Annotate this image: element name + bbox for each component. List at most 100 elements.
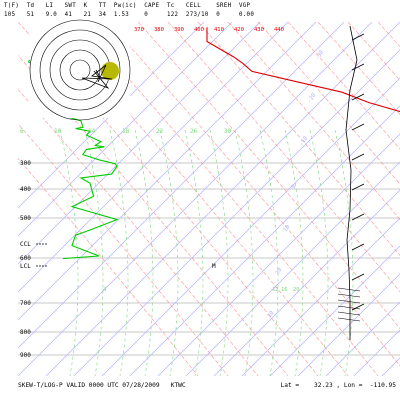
storm-motion-marker <box>101 62 119 80</box>
isotherm-line <box>18 22 345 349</box>
dry-adiabat-line <box>377 22 400 48</box>
dry-adiabat-line <box>287 22 400 150</box>
mixing-ratio-label: 4 <box>103 287 107 293</box>
isotherm-mid-label: 22 <box>156 128 164 135</box>
moist-adiabat-line <box>134 129 154 376</box>
isotherm-line <box>18 22 317 321</box>
isobar-label: 600 <box>20 255 31 262</box>
isotherm-mid-label: 10 <box>54 128 62 135</box>
mixing-ratio-label: 12 <box>272 287 279 293</box>
moist-adiabat-line <box>259 129 279 376</box>
moist-adiabat-line <box>234 129 254 376</box>
parcel-marker: M <box>212 263 216 270</box>
footer-latlon: Lat = 32.23 , Lon = -110.95 <box>280 382 396 389</box>
wind-barb <box>351 303 365 311</box>
isobar-label: 800 <box>20 329 31 336</box>
isotherm-top-label: 420 <box>234 27 244 33</box>
isotherm-line <box>325 301 400 376</box>
moist-adiabat-line <box>284 129 304 376</box>
isotherm-top-label: 430 <box>254 27 264 33</box>
isotherm-top-label: 400 <box>194 27 204 33</box>
isotherm-line <box>213 189 400 376</box>
wind-barb <box>351 63 365 71</box>
isotherm-right-label: -20 <box>307 93 318 105</box>
isotherm-line <box>269 245 400 376</box>
dry-adiabat-line <box>197 22 400 256</box>
isotherm-right-label: -30 <box>315 50 326 62</box>
dry-adiabat-line <box>317 22 400 116</box>
dry-adiabat-line <box>137 22 400 330</box>
isotherm-line <box>129 105 400 376</box>
hodograph-ring <box>29 19 131 121</box>
wind-barb <box>337 311 361 316</box>
wind-barb <box>351 273 365 281</box>
isotherm-line <box>101 77 400 376</box>
wind-barb <box>337 305 361 310</box>
isotherm-right-label: 10 <box>283 224 292 233</box>
mixing-ratio-label: 16 <box>281 287 288 293</box>
temperature-trace <box>206 27 400 113</box>
isotherm-right-label: -10 <box>299 136 310 148</box>
mixing-ratio-label: 20 <box>293 287 300 293</box>
isotherm-line <box>353 329 400 376</box>
dry-adiabat-line <box>107 22 400 367</box>
isotherm-right-label: 0 <box>291 184 298 190</box>
moist-adiabat-line <box>59 129 79 376</box>
isotherm-right-label: 20 <box>275 267 284 276</box>
isobar-label: 400 <box>20 186 31 193</box>
isotherm-top-label: 390 <box>174 27 184 33</box>
header-labels: T(F) Td LI SWT K TT Pw(ic) CAPE Tc CELL … <box>4 3 258 9</box>
isobar-label: 300 <box>20 160 31 167</box>
isotherm-right-label: 30 <box>267 310 276 319</box>
moist-adiabat-line <box>209 129 229 376</box>
isotherm-mid-label: 14 <box>88 128 96 135</box>
wind-barb <box>351 93 365 101</box>
moist-adiabat-line <box>184 129 204 376</box>
isotherm-line <box>157 133 400 376</box>
isotherm-line <box>185 161 400 376</box>
isotherm-mid-label: 18 <box>122 128 130 135</box>
wind-barb <box>351 123 365 131</box>
lcl-label: LCL <box>20 263 31 270</box>
isotherm-top-label: 410 <box>214 27 224 33</box>
isotherm-line <box>18 22 205 209</box>
footer-title: SKEW-T/LOG-P VALID 0000 UTC 07/28/2009 K… <box>18 382 186 389</box>
wind-barb <box>351 183 365 191</box>
moist-adiabat-line <box>109 129 129 376</box>
isotherm-top-label: 440 <box>274 27 284 33</box>
isotherm-top-label: 370 <box>134 27 144 33</box>
isobar-label: 900 <box>20 352 31 359</box>
header-values: 105 51 9.0 41 21 34 1.53 0 122 273/10 0 … <box>4 12 258 18</box>
wind-barb <box>351 243 365 251</box>
isotherm-mid-label: 30 <box>224 128 232 135</box>
moist-adiabat-line <box>309 129 329 376</box>
dry-adiabat-line <box>18 158 199 376</box>
ccl-label: CCL <box>20 241 31 248</box>
isotherm-line <box>45 22 400 376</box>
wind-profile-staff <box>345 25 358 340</box>
isotherm-line <box>18 22 289 293</box>
wind-barb <box>337 299 361 304</box>
dry-adiabat-line <box>347 22 400 81</box>
hodograph-trace <box>81 64 113 89</box>
hodograph-ring <box>69 59 91 81</box>
wind-barb <box>351 153 365 161</box>
wind-barb <box>337 317 361 322</box>
wind-barb <box>351 33 365 41</box>
isotherm-top-label: 380 <box>154 27 164 33</box>
dry-adiabat-line <box>18 89 259 376</box>
dry-adiabat-line <box>167 22 400 293</box>
isotherm-line <box>297 273 400 376</box>
dry-adiabat-line <box>77 22 379 376</box>
dry-adiabat-line <box>18 55 289 376</box>
moist-adiabat-line <box>334 129 354 376</box>
dry-adiabat-line <box>227 22 400 221</box>
dry-adiabat-line <box>18 123 229 376</box>
isobar-label: 700 <box>20 300 31 307</box>
isotherm-line <box>73 49 400 376</box>
moist-adiabat-line <box>159 129 179 376</box>
isotherm-mid-label: 26 <box>190 128 198 135</box>
isotherm-line <box>241 217 400 376</box>
